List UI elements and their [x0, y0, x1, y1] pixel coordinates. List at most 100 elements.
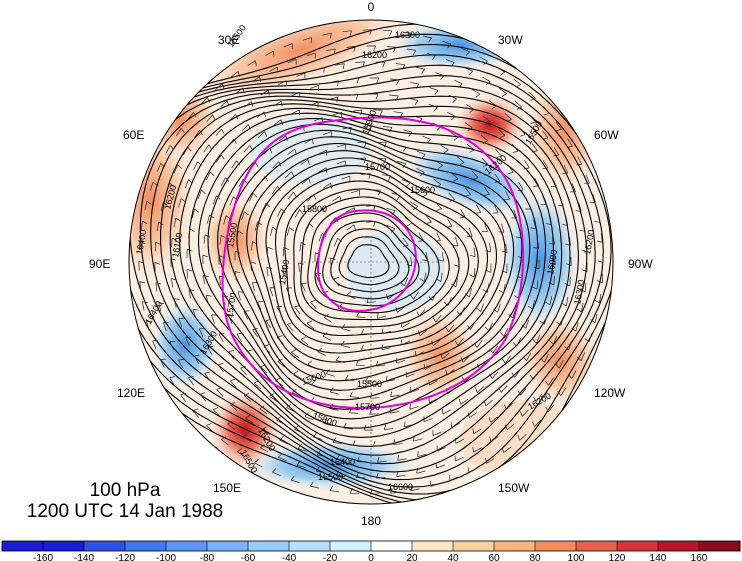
wind-barb: [540, 354, 549, 363]
wind-barb: [291, 349, 299, 358]
wind-barb: [426, 52, 436, 61]
contour-label: 16200: [582, 229, 596, 255]
contour-label: 15500: [225, 222, 239, 248]
wind-barb: [419, 188, 428, 198]
wind-barb: [191, 208, 200, 219]
wind-barb: [502, 355, 511, 364]
wind-barb: [309, 85, 319, 91]
wind-barb: [568, 370, 577, 379]
contour-label: 15700: [224, 292, 238, 318]
wind-barb: [270, 226, 278, 236]
lon-label-90w: 90W: [628, 257, 653, 271]
wind-barb: [416, 168, 425, 177]
height-contour: [160, 99, 579, 456]
wind-barb: [381, 344, 391, 351]
contour-label: 15600: [410, 185, 435, 195]
wind-barb: [206, 114, 216, 123]
wind-barb: [355, 360, 365, 367]
wind-barb: [252, 328, 258, 338]
wind-barb: [329, 80, 339, 87]
wind-barb: [298, 262, 304, 272]
wind-barb: [485, 458, 495, 464]
wind-barb: [464, 288, 472, 298]
wind-barb: [564, 341, 573, 351]
wind-barb: [234, 271, 241, 281]
wind-barb: [499, 87, 507, 97]
wind-barb: [352, 440, 363, 447]
wind-barb: [403, 129, 413, 137]
wind-barb: [158, 302, 165, 312]
wind-barb: [138, 261, 145, 271]
wind-barb: [401, 179, 411, 187]
wind-barb: [512, 338, 522, 347]
wind-barb: [440, 144, 449, 154]
wind-barb: [247, 349, 254, 359]
meridian-guides: [300, 240, 440, 500]
wind-barb: [286, 403, 295, 413]
contour-label: 16600: [388, 482, 413, 492]
wind-barb: [278, 453, 287, 462]
wind-barb: [156, 221, 164, 232]
wind-barb: [139, 281, 145, 291]
lon-label-90e: 90E: [89, 257, 110, 271]
wind-barb: [277, 208, 286, 217]
wind-barb: [501, 263, 508, 274]
wind-barb: [391, 192, 401, 201]
wind-barb: [285, 171, 295, 179]
pressure-level-label: 100 hPa: [89, 480, 161, 501]
wind-barb: [414, 350, 424, 357]
wind-barb: [243, 392, 252, 402]
contour-label: 16400: [134, 229, 148, 255]
wind-barb: [570, 183, 576, 193]
wind-barb: [141, 301, 148, 311]
wind-barb: [501, 243, 508, 253]
colorbar-tick-label: 40: [447, 553, 459, 561]
lon-label-0: 0: [368, 0, 375, 14]
wind-barb: [342, 30, 352, 36]
colorbar-swatch: [453, 541, 495, 551]
wind-barb: [210, 314, 217, 324]
wind-barb: [527, 300, 535, 310]
contour-label: 16300: [395, 30, 420, 40]
wind-barb: [342, 126, 352, 133]
wind-barb: [236, 332, 243, 342]
wind-barb: [178, 318, 185, 328]
wind-barb: [169, 341, 176, 351]
wind-barb: [296, 460, 306, 469]
wind-barb: [307, 360, 316, 369]
wind-barb: [259, 405, 268, 415]
wind-barb: [276, 305, 283, 315]
wind-barb: [263, 344, 271, 354]
wind-barb: [278, 135, 288, 142]
wind-barb: [517, 182, 524, 192]
wind-barb: [163, 322, 169, 332]
colorbar: -160 -140 -120 -100 -80 -60 -40 -20 0 20 40 60 80 100…: [1, 540, 741, 561]
wind-barb: [254, 380, 262, 390]
wind-barb: [178, 198, 186, 208]
wind-barb: [532, 419, 542, 427]
wind-barb: [369, 409, 379, 415]
wind-barb: [366, 45, 376, 52]
wind-barb: [250, 261, 256, 271]
wind-barb: [456, 156, 465, 166]
wind-barb: [355, 61, 365, 68]
height-contour: [293, 188, 460, 328]
wind-barb: [192, 408, 200, 418]
wind-barb: [432, 314, 442, 323]
wind-barb: [272, 186, 281, 194]
wind-barb: [445, 59, 455, 67]
wind-barb: [306, 320, 315, 330]
wind-barb: [590, 313, 598, 323]
wind-barb: [212, 407, 220, 417]
lon-label-30w: 30W: [498, 33, 523, 47]
wind-barb: [152, 340, 158, 350]
colorbar-tick-label: -100: [156, 553, 176, 561]
wind-barb: [165, 145, 174, 154]
wind-barb: [434, 232, 441, 242]
wind-barb: [236, 230, 244, 240]
wind-barb: [202, 254, 209, 265]
wind-barb: [390, 488, 400, 494]
wind-barb: [519, 409, 529, 417]
wind-barb: [377, 141, 387, 148]
wind-barb: [454, 455, 464, 462]
